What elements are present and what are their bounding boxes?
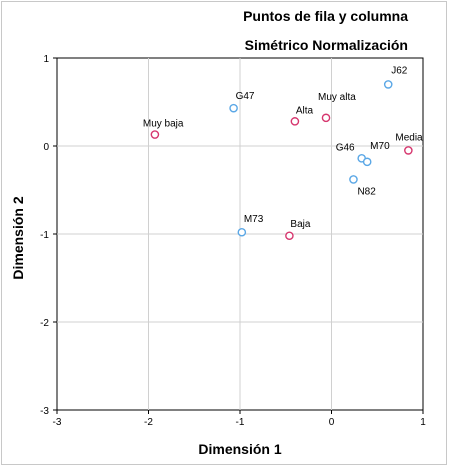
- data-point: [321, 113, 331, 123]
- data-point-label: Media: [395, 132, 423, 143]
- data-point-label: G46: [336, 142, 355, 153]
- data-point-label: Muy alta: [318, 92, 356, 103]
- y-tick-label: 1: [43, 54, 49, 65]
- data-point: [383, 80, 393, 89]
- chart-title: Puntos de fila y columna: [243, 8, 408, 24]
- data-point-label: N82: [357, 186, 376, 197]
- x-tick-label: -3: [53, 417, 62, 428]
- data-point-label: Muy baja: [143, 119, 184, 130]
- x-tick-label: 0: [329, 417, 335, 428]
- data-point: [290, 117, 300, 126]
- data-point-label: M70: [370, 141, 390, 152]
- y-tick-label: -3: [40, 406, 49, 417]
- chart-subtitle: Simétrico Normalización: [244, 37, 408, 53]
- data-point: [229, 103, 238, 113]
- data-point-label: J62: [391, 65, 408, 76]
- x-tick-label: -1: [236, 417, 245, 428]
- data-point: [362, 157, 372, 167]
- data-point-label: Baja: [290, 219, 310, 230]
- data-point-label: G47: [236, 91, 255, 102]
- data-point-label: M73: [244, 214, 264, 225]
- x-axis-label: Dimensión 1: [198, 441, 282, 457]
- y-tick-label: -1: [40, 230, 49, 241]
- data-point: [404, 146, 413, 155]
- x-tick-label: 1: [420, 417, 426, 428]
- data-point: [237, 227, 247, 237]
- data-point: [150, 130, 160, 139]
- data-point: [285, 231, 294, 241]
- y-tick-label: 0: [43, 142, 49, 153]
- y-tick-label: -2: [40, 318, 49, 329]
- data-point: [349, 175, 358, 184]
- x-tick-label: -2: [144, 417, 153, 428]
- data-point-label: Alta: [296, 105, 314, 116]
